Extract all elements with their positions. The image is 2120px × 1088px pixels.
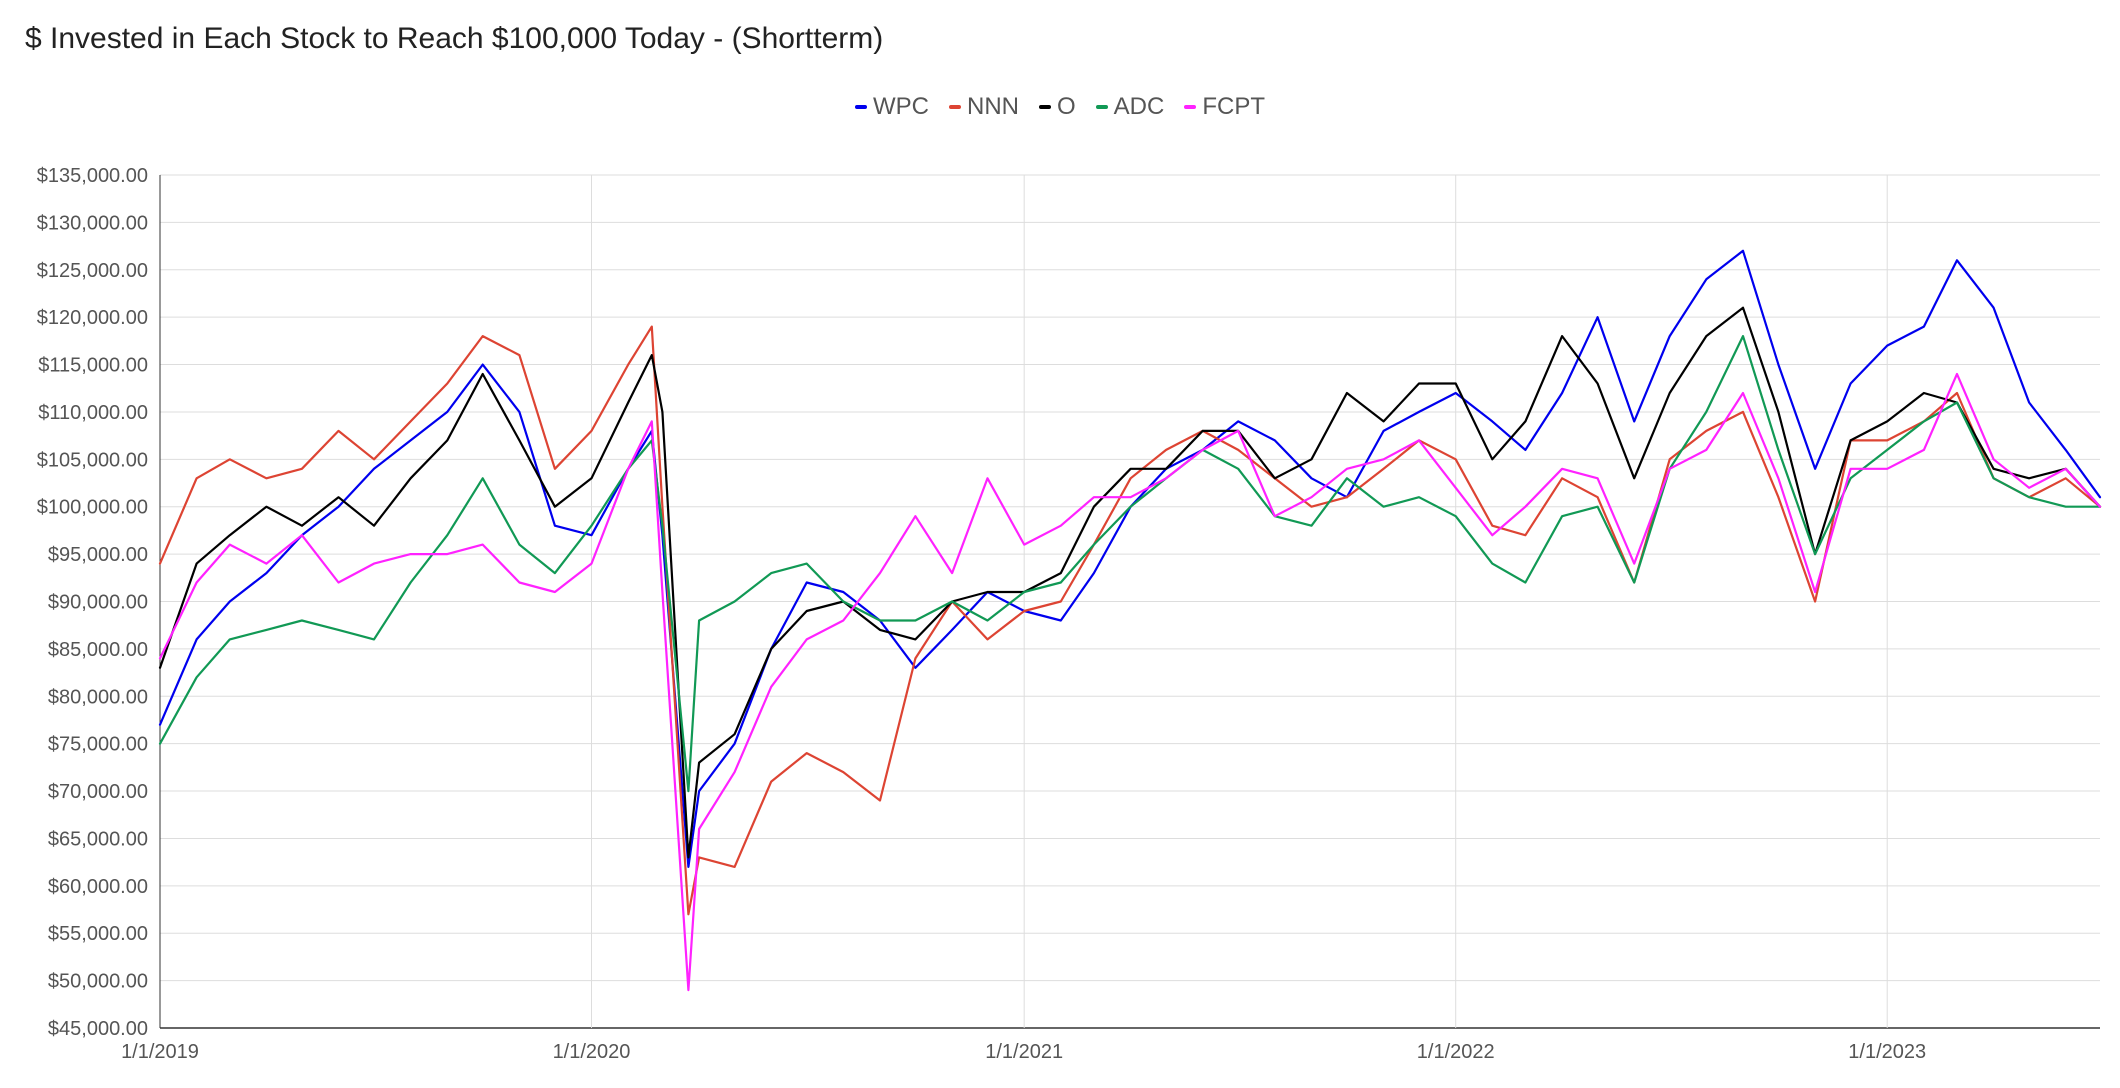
y-tick-label: $50,000.00	[48, 971, 148, 993]
series-line-nnn	[158, 325, 2102, 916]
legend-label: ADC	[1113, 93, 1165, 120]
legend-label: FCPT	[1202, 93, 1265, 120]
y-tick-label: $110,000.00	[38, 402, 148, 424]
y-tick-label: $95,000.00	[48, 544, 148, 566]
legend-swatch	[1184, 105, 1197, 109]
y-tick-label: $45,000.00	[48, 1018, 148, 1040]
chart-title: $ Invested in Each Stock to Reach $100,0…	[25, 22, 884, 55]
legend-item-fcpt: FCPT	[1184, 93, 1265, 121]
legend-item-nnn: NNN	[948, 93, 1019, 121]
series-line-wpc	[158, 249, 2102, 869]
y-tick-label: $135,000.00	[37, 165, 148, 187]
x-tick-label: 1/1/2023	[1848, 1041, 1926, 1063]
y-tick-label: $65,000.00	[48, 828, 148, 850]
series-line-fcpt	[158, 372, 2102, 992]
series-line-adc	[158, 335, 2102, 793]
legend-swatch	[948, 105, 961, 109]
x-tick-label: 1/1/2022	[1417, 1041, 1495, 1063]
x-tick-label: 1/1/2020	[553, 1041, 631, 1063]
legend-swatch	[1095, 105, 1108, 109]
y-tick-label: $60,000.00	[48, 876, 148, 898]
y-tick-label: $125,000.00	[37, 260, 148, 282]
legend-label: O	[1056, 93, 1076, 120]
y-tick-label: $90,000.00	[48, 592, 148, 614]
y-tick-label: $85,000.00	[48, 639, 148, 661]
legend-item-adc: ADC	[1095, 93, 1165, 121]
y-tick-label: $100,000.00	[37, 497, 148, 519]
legend-swatch	[1038, 105, 1051, 109]
legend-item-wpc: WPC	[854, 93, 929, 121]
chart-legend: WPC NNN O ADC FCPT	[0, 93, 2120, 121]
y-tick-label: $105,000.00	[37, 449, 148, 471]
y-tick-label: $130,000.00	[37, 212, 148, 234]
legend-label: WPC	[872, 93, 929, 120]
y-tick-label: $115,000.00	[38, 355, 148, 377]
y-tick-label: $55,000.00	[48, 923, 148, 945]
x-tick-label: 1/1/2021	[985, 1041, 1063, 1063]
legend-item-o: O	[1038, 93, 1076, 121]
x-tick-label: 1/1/2019	[121, 1041, 199, 1063]
y-tick-label: $75,000.00	[48, 734, 148, 756]
legend-label: NNN	[966, 93, 1019, 120]
y-tick-label: $120,000.00	[37, 307, 148, 329]
series-line-o	[158, 306, 2102, 859]
legend-swatch	[854, 105, 867, 109]
y-tick-label: $70,000.00	[48, 781, 148, 803]
y-tick-label: $80,000.00	[48, 686, 148, 708]
